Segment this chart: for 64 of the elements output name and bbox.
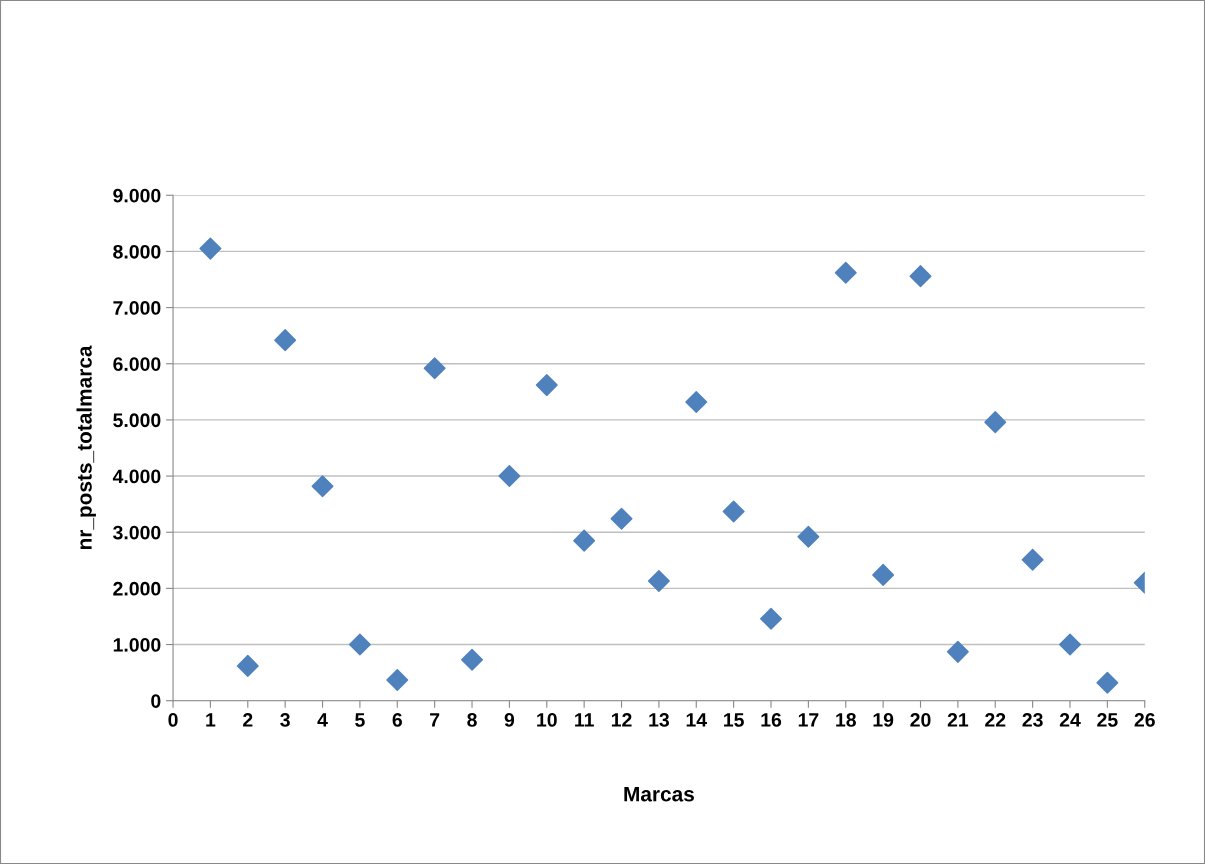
y-tick-label: 8.000 (113, 244, 161, 259)
point (1059, 633, 1081, 656)
point (573, 529, 596, 552)
y-tick-label: 4.000 (112, 469, 161, 484)
point (274, 329, 297, 352)
x-tick-label: 10 (537, 713, 557, 727)
point (1021, 548, 1044, 571)
x-tick-label: 18 (836, 713, 856, 727)
point (1096, 671, 1119, 694)
point (872, 563, 895, 586)
x-tick-label: 26 (1134, 713, 1155, 727)
x-tick-label: 2 (243, 713, 253, 727)
point (797, 525, 820, 548)
y-tick-label: 5.000 (113, 413, 161, 428)
x-tick-label: 13 (649, 713, 670, 727)
x-tick-label: 7 (430, 713, 440, 727)
point (834, 261, 857, 284)
x-tick-label: 3 (280, 713, 290, 727)
point (348, 633, 371, 656)
x-tick-label: 19 (873, 713, 894, 727)
point (236, 654, 259, 677)
x-tick-label: 1 (206, 713, 216, 727)
x-tick-label: 16 (761, 713, 782, 727)
point (647, 570, 670, 593)
point (199, 237, 222, 260)
x-tick-label: 23 (1022, 713, 1043, 727)
y-tick-label: 1.000 (113, 638, 161, 652)
point (311, 475, 334, 498)
x-tick-label: 20 (910, 713, 931, 727)
y-tick-label: 2.000 (113, 581, 161, 596)
x-axis-title: Marcas (624, 786, 694, 802)
point (946, 640, 969, 663)
point (498, 465, 521, 488)
x-tick-label: 21 (947, 713, 969, 727)
x-tick-label: 15 (724, 713, 744, 727)
y-tick-label: 9.000 (113, 188, 161, 203)
x-tick-label: 8 (467, 713, 477, 727)
x-tick-label: 6 (392, 713, 402, 727)
x-tick-label: 0 (168, 713, 178, 727)
y-tick-label: 6.000 (113, 357, 161, 371)
point (722, 500, 745, 523)
point (610, 507, 633, 530)
y-tick-label: 0 (151, 694, 161, 708)
point (760, 607, 783, 630)
point (685, 390, 708, 413)
point (535, 374, 558, 397)
x-tick-label: 4 (317, 713, 328, 727)
y-tick-label: 3.000 (113, 525, 161, 540)
x-tick-label: 22 (985, 713, 1006, 727)
point (909, 265, 932, 288)
x-tick-label: 9 (504, 713, 515, 727)
point (423, 357, 446, 380)
point (386, 668, 409, 691)
x-tick-label: 17 (798, 713, 819, 727)
y-tick-label: 7.000 (113, 301, 161, 315)
x-tick-label: 12 (611, 713, 632, 727)
x-tick-label: 5 (355, 713, 365, 727)
x-tick-label: 11 (575, 713, 594, 727)
x-tick-label: 24 (1059, 713, 1081, 727)
point (461, 648, 484, 671)
x-tick-label: 25 (1097, 713, 1118, 727)
y-axis-title: nr_posts_totalmarca (76, 345, 96, 550)
point (984, 411, 1007, 434)
x-tick-label: 14 (686, 713, 707, 727)
